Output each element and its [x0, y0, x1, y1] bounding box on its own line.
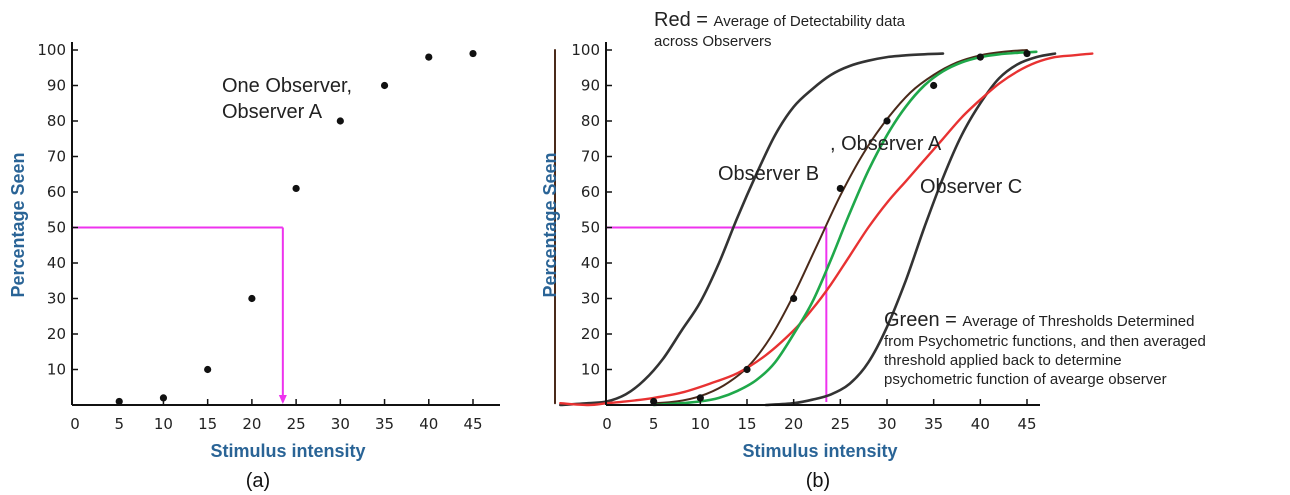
x-tick-label: 40	[971, 415, 990, 433]
x-tick-label: 10	[154, 415, 173, 433]
panel-label-a: (a)	[246, 470, 270, 492]
y-axis-title-a: Percentage Seen	[8, 152, 28, 297]
x-tick-label: 15	[198, 415, 217, 433]
data-point	[696, 394, 704, 402]
y-tick-label: 20	[581, 325, 600, 343]
x-tick-label: 15	[737, 415, 756, 433]
x-tick-label: 35	[924, 415, 943, 433]
red-note-lead: Red =	[654, 9, 713, 31]
x-tick-label: 5	[114, 415, 124, 433]
y-tick-label: 100	[571, 41, 600, 59]
ticks-b: 0 5 10 15 20 25 30 35 40 45 10 20 30 40 50 60 70 80 90 100	[571, 41, 1036, 433]
y-tick-label: 50	[581, 219, 600, 237]
observer-c-curve	[764, 52, 1057, 407]
data-point	[204, 365, 212, 374]
x-tick-label: 5	[649, 415, 659, 433]
red-note-line-1: Red = Average of Detectability data	[654, 9, 906, 31]
y-tick-label: 70	[581, 148, 600, 166]
threshold-arrowhead	[278, 395, 287, 404]
x-tick-label: 25	[287, 415, 306, 433]
red-note-text: Average of Detectability data	[713, 13, 905, 30]
average-detectability-curve	[559, 52, 1094, 407]
annotation-line-1-a: One Observer,	[222, 75, 352, 97]
observer-b-label: Observer B	[718, 163, 819, 185]
threshold-guides-a	[72, 226, 287, 404]
green-note-line-1: Green = Average of Thresholds Determined	[884, 309, 1194, 331]
y-tick-label: 10	[581, 361, 600, 379]
data-point	[743, 365, 751, 374]
data-point	[336, 117, 344, 125]
green-note-line-4: psychometric function of avearge observe…	[884, 371, 1167, 388]
red-note-line-2: across Observers	[654, 33, 772, 50]
y-tick-label: 60	[47, 183, 66, 201]
ticks-a: 0 5 10 15 20 25 30 35 40 45 10 20 30 40 50 60 70 80 90 100	[37, 41, 482, 433]
green-note-lead: Green =	[884, 309, 962, 331]
panel-a: 0 5 10 15 20 25 30 35 40 45102030405060708090100 …	[8, 41, 556, 492]
x-tick-label: 20	[242, 415, 261, 433]
data-point	[469, 49, 477, 58]
x-tick-label: 10	[691, 415, 710, 433]
observer-a-label: , Observer A	[830, 133, 942, 155]
data-point	[292, 184, 300, 193]
data-point	[883, 117, 891, 125]
x-tick-label: 40	[419, 415, 438, 433]
y-axis-title-b: Percentage Seen	[540, 152, 560, 297]
x-tick-label: 20	[784, 415, 803, 433]
fit-curve	[652, 49, 1028, 405]
y-tick-label: 30	[581, 290, 600, 308]
panel-b: 0 5 10 15 20 25 30 35 40 45102030405060708090100 …	[540, 9, 1206, 492]
y-tick-label: 50	[47, 219, 66, 237]
data-point	[790, 294, 798, 303]
data-point	[976, 53, 984, 61]
data-point	[248, 294, 256, 303]
x-tick-label: 35	[375, 415, 394, 433]
y-tick-label: 20	[47, 325, 66, 343]
x-tick-label: 25	[831, 415, 850, 433]
x-tick-label: 0	[70, 415, 80, 433]
y-tick-label: 90	[47, 77, 66, 95]
y-tick-label: 60	[581, 183, 600, 201]
y-tick-label: 70	[47, 148, 66, 166]
y-tick-label: 30	[47, 290, 66, 308]
green-note-text: Average of Thresholds Determined	[962, 313, 1194, 330]
y-tick-label: 10	[47, 361, 66, 379]
x-tick-label: 30	[877, 415, 896, 433]
x-axis-title-a: Stimulus intensity	[210, 441, 365, 461]
data-point	[836, 184, 844, 193]
y-tick-label: 40	[47, 254, 66, 272]
observer-c-label: Observer C	[920, 176, 1022, 198]
threshold-guides-b	[606, 226, 828, 402]
average-threshold-curve	[652, 50, 1038, 407]
data-point	[425, 53, 433, 61]
data-point	[1023, 49, 1031, 58]
data-point	[159, 394, 168, 402]
data-points-a	[115, 49, 477, 406]
y-tick-label: 40	[581, 254, 600, 272]
panel-label-b: (b)	[806, 470, 830, 492]
data-points-b	[650, 49, 1031, 406]
x-axis-title-b: Stimulus intensity	[742, 441, 897, 461]
x-tick-label: 45	[463, 415, 482, 433]
y-tick-label: 90	[581, 77, 600, 95]
y-tick-label: 80	[47, 112, 66, 130]
curves-b	[559, 49, 1094, 407]
data-point	[380, 81, 389, 90]
x-tick-label: 30	[331, 415, 350, 433]
y-tick-label: 100	[37, 41, 66, 59]
data-point	[930, 81, 938, 90]
x-tick-label: 0	[602, 415, 612, 433]
x-tick-label: 45	[1017, 415, 1036, 433]
green-note-line-3: threshold applied back to determine	[884, 352, 1122, 369]
green-note-line-2: from Psychometric functions, and then av…	[884, 333, 1206, 350]
annotation-line-2-a: Observer A	[222, 101, 323, 123]
observer-b-curve	[559, 52, 945, 407]
y-tick-label: 80	[581, 112, 600, 130]
